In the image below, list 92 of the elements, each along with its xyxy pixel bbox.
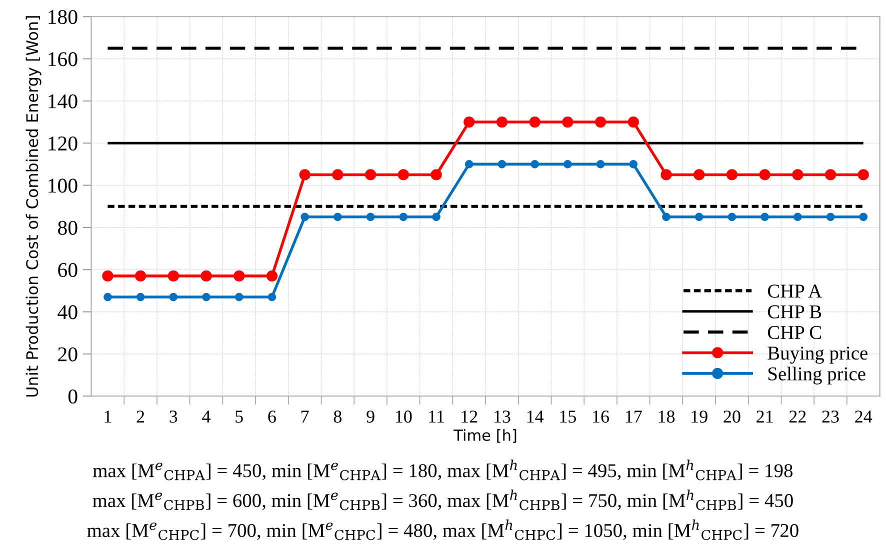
point	[102, 270, 114, 282]
point	[169, 292, 178, 302]
point	[134, 270, 146, 282]
y-tick-label: 20	[58, 347, 78, 362]
legend-label: CHP A	[768, 284, 822, 298]
point	[364, 169, 376, 180]
x-tick-label: 10	[396, 410, 412, 423]
point	[366, 212, 375, 222]
x-tick-label: 13	[494, 410, 510, 423]
point	[168, 270, 179, 282]
point	[728, 212, 736, 222]
point	[268, 292, 276, 302]
y-tick-label: 60	[58, 262, 78, 278]
x-tick-label: 20	[724, 410, 740, 423]
x-tick-label: 17	[626, 410, 642, 423]
point	[662, 212, 670, 222]
point	[694, 169, 705, 180]
point	[200, 270, 212, 282]
point	[760, 212, 769, 222]
x-tick-label: 21	[756, 410, 773, 423]
legend-label: Selling price	[768, 366, 866, 384]
point	[628, 116, 639, 128]
point	[858, 169, 869, 180]
x-tick-label: 12	[462, 410, 478, 423]
x-tick-label: 9	[366, 410, 374, 423]
text: max [M$^{e}$$_{CHPB}$] = 600, min [M$^{e}$$_{CHPB}$] = 360, max [M$^{h}$$_{CHPB}$] = 750, min [M$^{h}$$_{CHPB}$] = 450	[92, 490, 793, 510]
x-tick-label: 18	[658, 410, 675, 423]
y-tick-label: 140	[48, 94, 78, 108]
point	[792, 169, 804, 180]
x-tick-label: 19	[692, 410, 708, 423]
x-tick-label: 14	[527, 410, 544, 423]
x-tick-label: 1	[104, 410, 112, 423]
x-tick-label: 7	[302, 410, 309, 423]
x-tick-label: 6	[268, 410, 276, 423]
point	[529, 116, 540, 128]
x-tick-label: 3	[170, 410, 178, 423]
x-tick-label: 16	[593, 410, 610, 423]
y-tick-label: 120	[48, 136, 78, 151]
point	[496, 116, 508, 128]
point	[430, 169, 442, 180]
point	[464, 116, 475, 128]
text: max [M$^{e}$$_{CHPA}$] = 450, min [M$^{e}$$_{CHPA}$] = 180, max [M$^{h}$$_{CHPA}$] = 495, min [M$^{h}$$_{CHPA}$] = 198	[93, 460, 792, 480]
x-tick-label: 15	[560, 410, 576, 423]
point	[266, 270, 278, 282]
x-tick-label: 11	[429, 410, 444, 423]
y-axis-title: Unit Production Cost of Combined Energy [Won]	[26, 16, 42, 397]
y-tick-label: 0	[68, 389, 78, 404]
y-tick-label: 80	[58, 220, 78, 235]
y-tick-label: 160	[48, 52, 78, 66]
x-axis-title: Time [h]	[454, 429, 516, 443]
point	[104, 292, 112, 302]
point	[530, 160, 539, 168]
legend-label: CHP C	[768, 326, 822, 340]
legend-label: CHP B	[768, 305, 822, 318]
point	[694, 212, 704, 222]
point	[234, 270, 245, 282]
point	[332, 169, 344, 180]
text: max [M$^{e}$$_{CHPC}$] = 700, min [M$^{e}$$_{CHPC}$] = 480, max [M$^{h}$$_{CHPC}$] = 1050, min [M$^{h}$$_{CHPC}$] = 720	[87, 519, 798, 540]
x-tick-label: 2	[136, 410, 144, 423]
x-tick-label: 22	[789, 410, 806, 423]
point	[660, 169, 672, 180]
point	[234, 292, 244, 302]
point	[202, 292, 210, 302]
legend-label: Buying price	[768, 346, 868, 364]
point	[859, 212, 868, 222]
point	[299, 169, 310, 180]
x-tick-label: 5	[236, 410, 243, 423]
point	[596, 160, 605, 168]
point	[726, 169, 738, 180]
point	[498, 160, 506, 168]
point	[464, 160, 474, 168]
point	[300, 212, 309, 222]
point	[334, 212, 342, 222]
y-tick-label: 180	[48, 10, 78, 24]
point	[562, 116, 574, 128]
point	[594, 116, 606, 128]
point	[793, 212, 802, 222]
point	[759, 169, 770, 180]
point	[629, 160, 638, 168]
point	[399, 212, 408, 222]
point	[432, 212, 440, 222]
point	[136, 292, 145, 302]
x-tick-label: 4	[202, 410, 210, 423]
x-tick-label: 23	[822, 410, 839, 423]
point	[398, 169, 409, 180]
point	[564, 160, 572, 168]
point	[824, 169, 836, 180]
y-tick-label: 40	[58, 305, 78, 320]
x-tick-label: 24	[855, 410, 872, 423]
y-tick-label: 100	[48, 178, 78, 193]
point	[826, 212, 835, 222]
x-tick-label: 8	[334, 410, 342, 423]
